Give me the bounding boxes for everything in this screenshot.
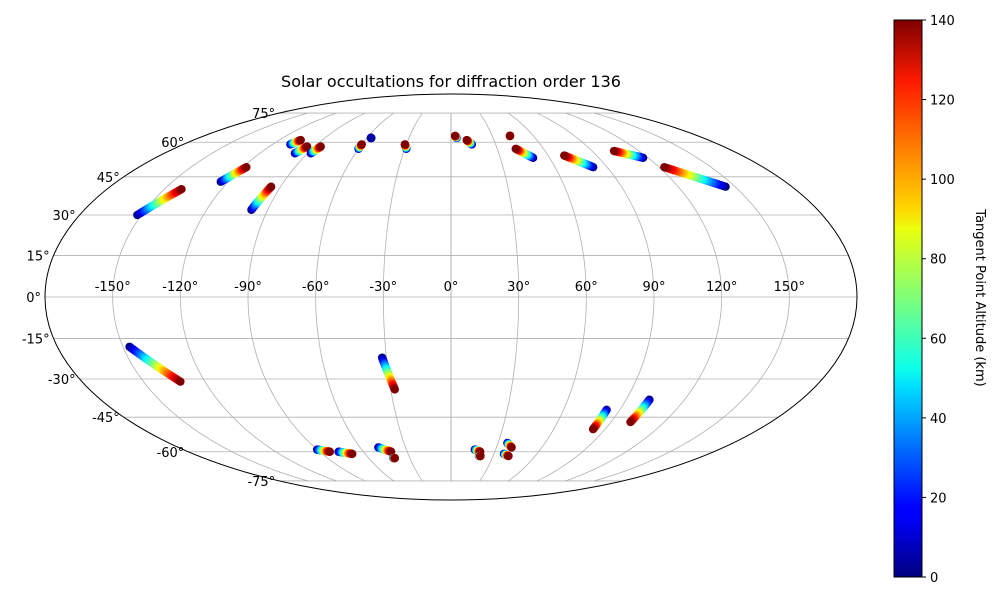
lon-tick-label: -30°: [369, 280, 397, 295]
lat-tick-label: -60°: [157, 446, 185, 461]
occultation-point: [476, 451, 485, 461]
lon-tick-label: -150°: [95, 280, 131, 295]
occultation-point: [348, 449, 357, 459]
lat-tick-label: 15°: [27, 249, 50, 264]
occultation-point: [505, 131, 515, 141]
lat-tick-label: -15°: [22, 333, 50, 348]
occultation-point: [302, 142, 312, 151]
occultation-point: [357, 140, 366, 149]
longitude-tick-labels: -150° -120° -90° -60° -30° 0° 30° 60° 90° 120° 150…: [95, 280, 805, 295]
colorbar-tick-label: 40: [930, 412, 947, 427]
lat-tick-label: 45°: [97, 171, 120, 186]
colorbar-tick-label: 80: [930, 253, 947, 268]
colorbar-label: Tangent Point Altitude (km): [972, 208, 987, 386]
colorbar-tick-label: 140: [930, 14, 955, 29]
occultation-point: [660, 162, 669, 172]
colorbar-ticks: 0 20 40 60 80 100 120 140: [922, 14, 955, 586]
gridlines: [45, 112, 857, 482]
occultation-point: [177, 185, 186, 194]
occultation-point: [450, 131, 460, 141]
colorbar-tick-label: 20: [930, 491, 947, 506]
colorbar-tick-label: 100: [930, 173, 955, 188]
occultation-point: [560, 151, 569, 160]
latitude-tick-labels: 75° 60° 45° 30° 15° 0° -15° -30° -45° -60° -75°: [22, 107, 275, 490]
occultation-point: [296, 135, 305, 145]
occultation-point: [588, 424, 598, 434]
occultation-point: [504, 451, 513, 461]
colorbar-tick-label: 120: [930, 94, 955, 109]
occultation-point: [316, 142, 325, 151]
occultation-point: [390, 385, 399, 394]
colorbar-tick-label: 60: [930, 332, 947, 347]
occultation-point: [242, 162, 251, 172]
occultation-point: [390, 453, 399, 463]
occultation-point: [176, 377, 185, 386]
occultation-point: [626, 417, 635, 427]
occultation-point: [462, 135, 471, 145]
lon-tick-label: 150°: [774, 280, 805, 295]
lat-tick-label: -45°: [92, 411, 120, 426]
lon-tick-label: -60°: [302, 280, 330, 295]
occultation-point: [507, 443, 516, 452]
occultation-point: [400, 140, 410, 149]
lon-tick-label: -120°: [162, 280, 198, 295]
lon-tick-label: 60°: [575, 280, 598, 295]
lat-tick-label: 75°: [252, 107, 275, 122]
lat-tick-label: -75°: [247, 475, 275, 490]
occultation-point: [325, 447, 335, 456]
occultation-point: [366, 133, 376, 143]
occultation-point: [511, 144, 520, 153]
occultation-point: [386, 447, 396, 456]
lat-tick-label: 60°: [161, 136, 184, 151]
lat-tick-label: 30°: [53, 209, 76, 224]
lon-tick-label: 120°: [706, 280, 737, 295]
chart-title: Solar occultations for diffraction order…: [281, 72, 621, 91]
data-points: [125, 131, 730, 463]
lat-tick-label: -30°: [48, 373, 76, 388]
occultation-point: [609, 146, 619, 156]
lon-tick-label: 30°: [507, 280, 530, 295]
colorbar: [893, 19, 923, 578]
colorbar-tick-label: 0: [930, 571, 938, 586]
lon-tick-label: 90°: [642, 280, 665, 295]
lat-tick-label: 0°: [26, 291, 41, 306]
occultation-point: [266, 182, 276, 191]
map-outline: [44, 93, 858, 501]
lon-tick-label: 0°: [444, 280, 459, 295]
lon-tick-label: -90°: [234, 280, 262, 295]
